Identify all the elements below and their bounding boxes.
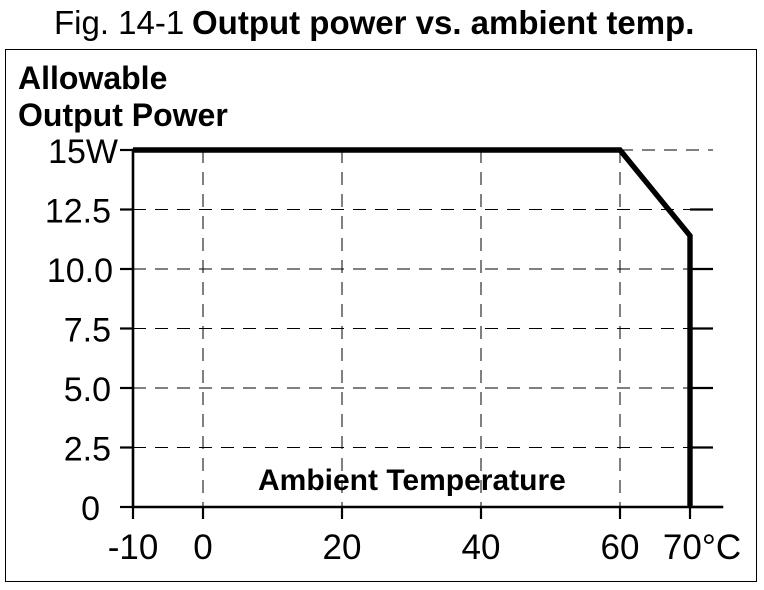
svg-text:-10: -10 [108,528,159,567]
svg-text:0: 0 [81,490,100,528]
svg-text:7.5: 7.5 [64,312,111,350]
svg-text:70°C: 70°C [663,528,741,567]
svg-text:20: 20 [323,528,362,567]
svg-text:5.0: 5.0 [64,371,111,409]
svg-text:10.0: 10.0 [47,252,113,290]
svg-text:2.5: 2.5 [64,431,111,469]
svg-text:40: 40 [462,528,501,567]
svg-text:15W: 15W [48,133,118,171]
svg-text:60: 60 [601,528,640,567]
svg-text:0: 0 [193,528,212,567]
svg-text:12.5: 12.5 [45,193,111,231]
